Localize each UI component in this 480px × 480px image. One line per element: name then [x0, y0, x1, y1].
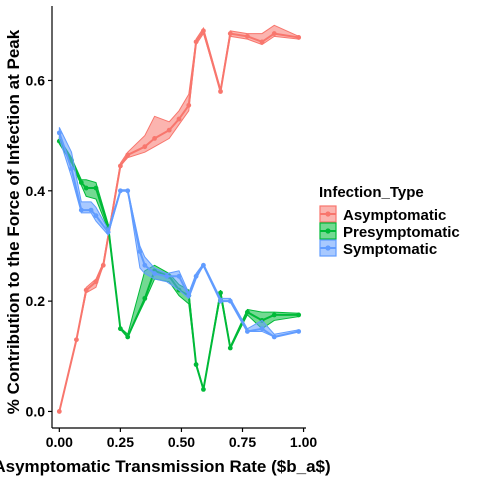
series-line	[58, 132, 299, 338]
data-point	[193, 362, 199, 367]
data-point	[56, 130, 62, 136]
series-asymptomatic	[56, 24, 302, 414]
series-presymptomatic	[56, 136, 302, 392]
data-point	[244, 309, 250, 315]
y-tick-label: 0.2	[26, 293, 46, 309]
confidence-band	[58, 136, 300, 390]
series-symptomatic	[56, 127, 302, 340]
data-point	[83, 287, 89, 293]
data-point	[152, 135, 157, 141]
data-point	[117, 163, 123, 169]
y-tick-label: 0.6	[26, 72, 46, 88]
data-point	[125, 152, 131, 158]
data-point	[142, 295, 148, 301]
data-point	[56, 409, 62, 414]
data-point	[164, 273, 170, 279]
data-point	[78, 207, 84, 213]
data-point	[142, 144, 148, 150]
data-point	[100, 262, 106, 268]
data-point	[93, 279, 99, 285]
data-point	[74, 337, 79, 343]
data-point	[93, 213, 99, 219]
y-tick-label: 0.0	[26, 403, 46, 419]
data-point	[69, 166, 74, 172]
legend-label: Asymptomatic	[343, 207, 446, 224]
legend-point	[325, 228, 331, 234]
legend-item-presymptomatic: Presymptomatic	[319, 222, 460, 241]
legend-title: Infection_Type	[319, 184, 424, 201]
data-point	[193, 39, 199, 45]
data-point	[193, 273, 199, 279]
data-point	[296, 312, 302, 318]
data-point	[117, 326, 123, 332]
y-axis-title: % Contribution to the Force of Infection…	[4, 29, 23, 414]
data-point	[125, 334, 131, 340]
legend-point	[325, 211, 331, 217]
data-point	[259, 326, 265, 332]
data-point	[176, 116, 182, 122]
x-tick-label: 0.25	[107, 434, 134, 450]
legend-point	[325, 245, 331, 251]
y-tick-label: 0.4	[26, 183, 46, 199]
data-point	[244, 329, 250, 334]
data-point	[176, 273, 182, 279]
data-point	[201, 28, 206, 34]
data-point	[271, 334, 277, 340]
data-point	[259, 39, 265, 45]
data-point	[227, 298, 233, 304]
x-tick-label: 0.50	[168, 434, 195, 450]
series-line	[58, 29, 299, 412]
data-point	[201, 262, 206, 268]
data-point	[227, 31, 233, 36]
data-point	[218, 298, 223, 304]
data-point	[186, 102, 192, 108]
x-axis-title: Asymptomatic Transmission Rate ($b_a$)	[0, 457, 331, 476]
data-point	[93, 185, 99, 191]
axes	[51, 6, 306, 429]
legend-label: Symptomatic	[343, 241, 437, 258]
data-point	[201, 386, 206, 392]
data-point	[296, 329, 302, 334]
data-point	[117, 188, 123, 194]
ticks: 0.00 0.25 0.50 0.75 1.00 0.0 0.2 0.4 0.6	[26, 72, 318, 450]
x-tick-label: 0.00	[46, 434, 73, 450]
series-line	[58, 140, 299, 391]
data-point	[105, 229, 111, 235]
data-point	[88, 207, 94, 213]
data-point	[296, 35, 302, 40]
data-point	[186, 293, 192, 299]
data-point	[218, 89, 223, 94]
data-point	[227, 345, 233, 351]
legend-item-asymptomatic: Asymptomatic	[319, 205, 446, 224]
legend-item-symptomatic: Symptomatic	[319, 239, 437, 258]
data-point	[152, 271, 157, 276]
plot-panel	[56, 24, 302, 414]
confidence-band	[58, 127, 300, 338]
data-point	[271, 312, 277, 318]
data-point	[78, 180, 84, 185]
data-point	[166, 127, 172, 133]
data-point	[142, 262, 148, 268]
data-point	[83, 185, 89, 191]
legend-label: Presymptomatic	[343, 224, 460, 241]
data-point	[137, 249, 143, 254]
x-tick-label: 0.75	[229, 434, 256, 450]
legend: Infection_Type AsymptomaticPresymptomati…	[319, 184, 460, 258]
data-point	[271, 31, 277, 36]
data-point	[244, 33, 250, 39]
data-point	[218, 290, 223, 296]
data-point	[125, 188, 131, 194]
x-tick-label: 1.00	[290, 434, 317, 450]
